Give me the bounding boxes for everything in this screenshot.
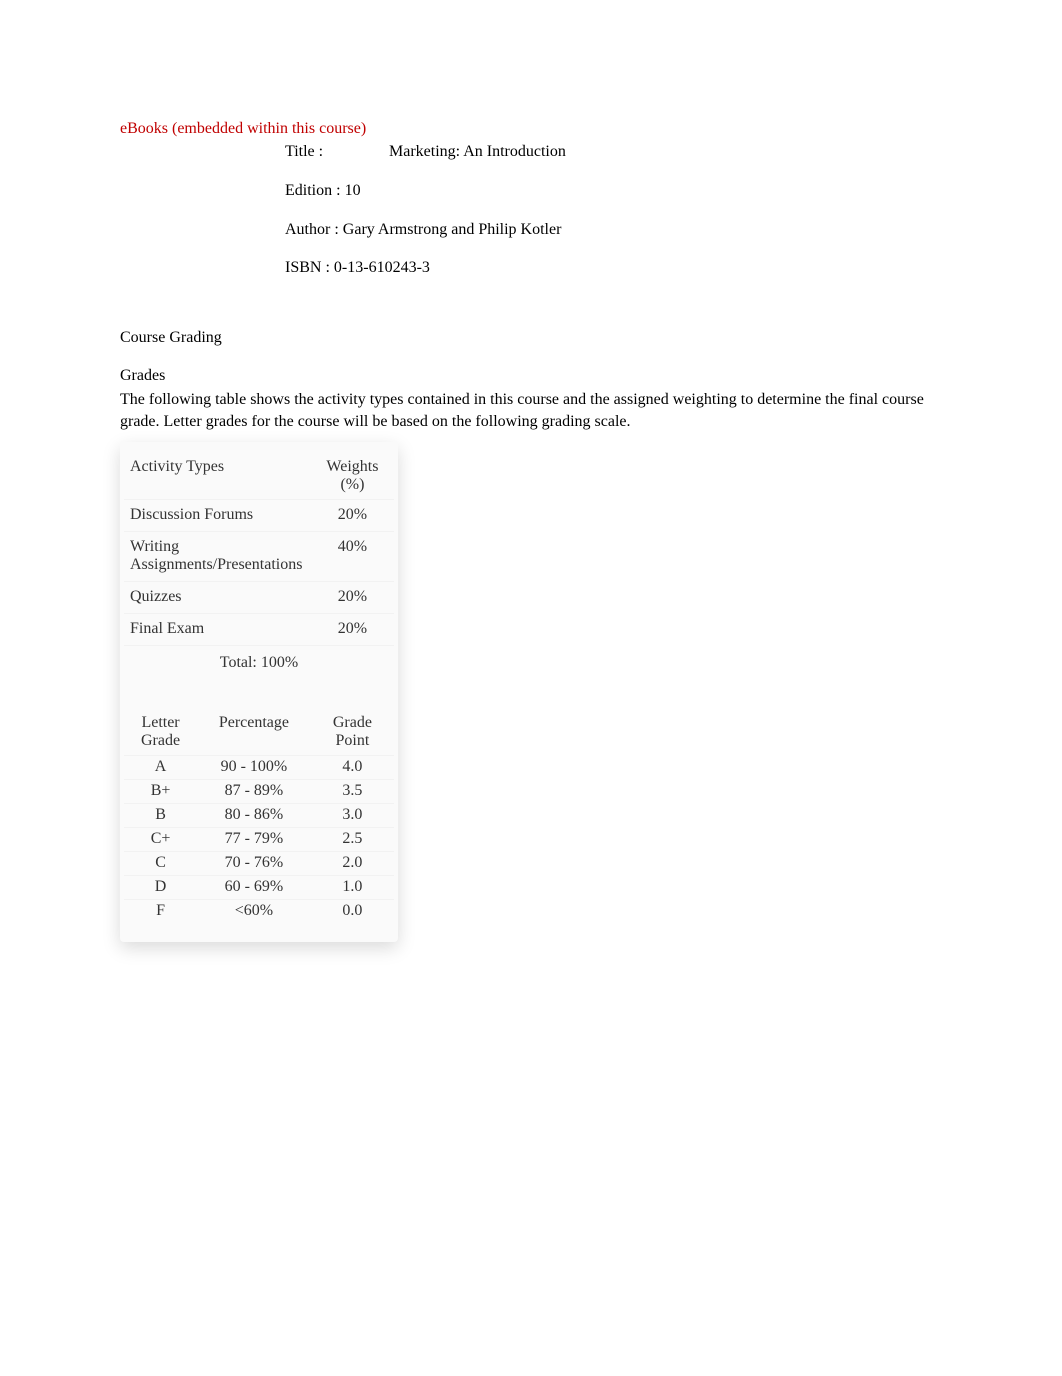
table-row: C 70 - 76% 2.0 — [124, 852, 394, 874]
activity-type-cell: Writing Assignments/Presentations — [124, 532, 311, 580]
activity-weight-cell: 20% — [311, 582, 394, 612]
percentage-cell: <60% — [197, 900, 311, 922]
table-row: Final Exam 20% — [124, 614, 394, 644]
ebook-isbn-row: ISBN : 0-13-610243-3 — [285, 258, 615, 279]
activity-type-cell: Quizzes — [124, 582, 311, 612]
table-row: Quizzes 20% — [124, 582, 394, 612]
letter-cell: B — [124, 804, 197, 826]
gradepoint-cell: 1.0 — [311, 876, 394, 898]
grades-subheading: Grades — [120, 367, 942, 385]
ebook-title-value: Marketing: An Introduction — [389, 142, 566, 163]
activity-weights-table: Activity Types Weights (%) Discussion Fo… — [124, 452, 394, 678]
gradepoint-cell: 3.0 — [311, 804, 394, 826]
table-header-row: Activity Types Weights (%) — [124, 454, 394, 498]
weights-header: Weights (%) — [311, 454, 394, 498]
ebook-title-row: Title : Marketing: An Introduction — [285, 142, 615, 163]
letter-grade-table: Letter Grade Percentage Grade Point A 90… — [124, 708, 394, 924]
gradepoint-cell: 2.0 — [311, 852, 394, 874]
letter-cell: A — [124, 756, 197, 778]
activity-weight-cell: 20% — [311, 500, 394, 530]
letter-cell: D — [124, 876, 197, 898]
table-row: C+ 77 - 79% 2.5 — [124, 828, 394, 850]
total-row: Total: 100% — [124, 646, 394, 676]
table-header-row: Letter Grade Percentage Grade Point — [124, 710, 394, 754]
table-row: B 80 - 86% 3.0 — [124, 804, 394, 826]
ebook-edition-value: 10 — [345, 182, 361, 199]
percentage-cell: 60 - 69% — [197, 876, 311, 898]
course-grading-heading: Course Grading — [120, 329, 942, 347]
grade-point-header: Grade Point — [311, 710, 394, 754]
ebook-author-label: Author : — [285, 221, 339, 238]
ebook-edition-row: Edition : 10 — [285, 181, 615, 202]
percentage-cell: 80 - 86% — [197, 804, 311, 826]
ebooks-heading: eBooks (embedded within this course) — [120, 120, 942, 138]
document-page: eBooks (embedded within this course) Tit… — [0, 0, 1062, 1022]
activity-weight-cell: 40% — [311, 532, 394, 580]
percentage-cell: 90 - 100% — [197, 756, 311, 778]
gradepoint-cell: 0.0 — [311, 900, 394, 922]
letter-cell: B+ — [124, 780, 197, 802]
percentage-cell: 70 - 76% — [197, 852, 311, 874]
tables-container: Activity Types Weights (%) Discussion Fo… — [120, 442, 398, 942]
letter-cell: C — [124, 852, 197, 874]
table-row: A 90 - 100% 4.0 — [124, 756, 394, 778]
table-row: B+ 87 - 89% 3.5 — [124, 780, 394, 802]
activity-type-cell: Discussion Forums — [124, 500, 311, 530]
letter-cell: F — [124, 900, 197, 922]
letter-cell: C+ — [124, 828, 197, 850]
table-row: Discussion Forums 20% — [124, 500, 394, 530]
percentage-cell: 77 - 79% — [197, 828, 311, 850]
activity-types-header: Activity Types — [124, 454, 311, 498]
grading-paragraph: The following table shows the activity t… — [120, 389, 942, 432]
ebook-author-value: Gary Armstrong and Philip Kotler — [343, 221, 562, 238]
gradepoint-cell: 3.5 — [311, 780, 394, 802]
percentage-header: Percentage — [197, 710, 311, 754]
letter-grade-header: Letter Grade — [124, 710, 197, 754]
ebook-edition-label: Edition : — [285, 182, 341, 199]
activity-weight-cell: 20% — [311, 614, 394, 644]
table-row: Writing Assignments/Presentations 40% — [124, 532, 394, 580]
ebook-isbn-label: ISBN : — [285, 259, 330, 276]
ebook-isbn-value: 0-13-610243-3 — [334, 259, 430, 276]
table-row: F <60% 0.0 — [124, 900, 394, 922]
gradepoint-cell: 2.5 — [311, 828, 394, 850]
ebook-details: Title : Marketing: An Introduction Editi… — [285, 142, 615, 279]
table-row: D 60 - 69% 1.0 — [124, 876, 394, 898]
activity-type-cell: Final Exam — [124, 614, 311, 644]
ebook-author-row: Author : Gary Armstrong and Philip Kotle… — [285, 220, 615, 241]
percentage-cell: 87 - 89% — [197, 780, 311, 802]
gradepoint-cell: 4.0 — [311, 756, 394, 778]
total-cell: Total: 100% — [124, 646, 394, 676]
ebook-title-label: Title : — [285, 142, 345, 163]
table-spacer — [124, 678, 394, 708]
